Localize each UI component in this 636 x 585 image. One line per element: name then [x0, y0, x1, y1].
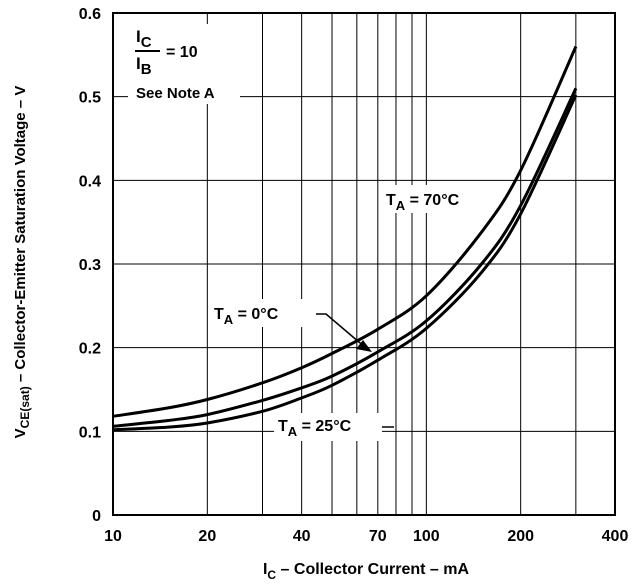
note-text: See Note A — [136, 85, 215, 102]
leader-0c-arrowhead — [356, 340, 372, 352]
x-tick-label: 20 — [198, 528, 216, 545]
series-line-2 — [112, 94, 578, 432]
leader-0c — [316, 313, 367, 349]
series-line-0 — [112, 45, 578, 418]
svg-text:TA = 25°C: TA = 25°C — [278, 418, 352, 439]
tick-labels: 0 0.1 0.2 0.3 0.4 0.5 0.6 10 20 40 70 100 200 400 — [79, 6, 629, 545]
x-tick-label: 200 — [507, 528, 534, 545]
y-tick-label: 0.4 — [79, 173, 101, 190]
y-tick-label: 0.6 — [79, 6, 101, 23]
x-tick-label: 100 — [413, 528, 440, 545]
ratio-denominator: IB — [136, 54, 152, 78]
ratio-value: = 10 — [166, 44, 198, 61]
series-label-25c: TA = 25°C — [274, 413, 382, 441]
svg-text:TA = 0°C: TA = 0°C — [214, 306, 279, 327]
x-tick-label: 10 — [104, 528, 122, 545]
x-tick-label: 400 — [602, 528, 629, 545]
svg-text:TA = 70°C: TA = 70°C — [386, 192, 460, 213]
x-tick-label: 70 — [369, 528, 387, 545]
y-tick-label: 0.3 — [79, 257, 101, 274]
ratio-annotation: IC IB = 10 See Note A — [128, 24, 240, 104]
y-axis-label: VCE(sat) – Collector-Emitter Saturation … — [12, 86, 32, 439]
series-label-0c: TA = 0°C — [212, 299, 316, 327]
plot-frame — [112, 12, 616, 516]
series-line-1 — [112, 87, 578, 428]
ratio-numerator: IC — [136, 27, 152, 51]
series-layer — [112, 45, 578, 432]
y-tick-label: 0 — [92, 508, 101, 525]
x-axis-label: IC – Collector Current – mA — [263, 561, 470, 582]
y-tick-label: 0.5 — [79, 90, 101, 107]
y-tick-label: 0.1 — [79, 424, 101, 441]
series-label-70c: TA = 70°C — [383, 185, 487, 213]
y-tick-label: 0.2 — [79, 341, 101, 358]
label-leaders — [316, 313, 394, 428]
x-tick-label: 40 — [293, 528, 311, 545]
